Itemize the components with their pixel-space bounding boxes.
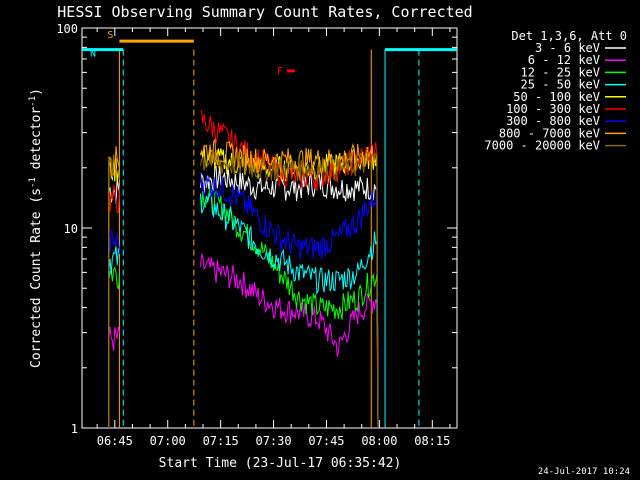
flag-label: N xyxy=(90,49,96,60)
series-trace xyxy=(108,138,379,429)
series-trace xyxy=(108,148,379,429)
legend-item-label: 25 - 50 keV xyxy=(521,78,600,92)
x-axis-label: Start Time (23-Jul-17 06:35:42) xyxy=(159,456,402,471)
x-tick-label: 07:45 xyxy=(308,434,344,448)
series-trace xyxy=(108,192,379,429)
timestamp: 24-Jul-2017 10:24 xyxy=(538,467,630,477)
y-axis-label: Corrected Count Rate (s-1 detector-1) xyxy=(28,88,44,368)
legend-item-label: 12 - 25 keV xyxy=(521,65,600,79)
x-tick-label: 07:30 xyxy=(255,434,291,448)
legend-header: Det 1,3,6, Att 0 xyxy=(511,29,627,43)
plot-area: SN F xyxy=(81,27,458,429)
legend-item-label: 6 - 12 keV xyxy=(528,53,600,67)
series-trace xyxy=(108,109,379,429)
legend-item-label: 100 - 300 keV xyxy=(506,102,600,116)
x-tick-label: 06:45 xyxy=(97,434,133,448)
flag-label: F xyxy=(277,66,283,77)
vline-layer xyxy=(118,49,420,428)
legend-item-label: 300 - 800 keV xyxy=(506,114,600,128)
legend-item-label: 800 - 7000 keV xyxy=(499,126,600,140)
y-tick-label: 1 xyxy=(71,422,78,436)
series-trace xyxy=(108,172,379,429)
series-trace xyxy=(108,252,379,429)
flag-label: S xyxy=(107,30,113,41)
y-tick-label: 10 xyxy=(64,222,78,236)
legend-item-label: 50 - 100 keV xyxy=(513,90,600,104)
x-tick-label: 08:00 xyxy=(361,434,397,448)
series-trace xyxy=(108,165,379,429)
y-axis: 1 10 100 xyxy=(56,22,457,436)
series-trace xyxy=(108,185,379,429)
y-tick-label: 100 xyxy=(56,22,78,36)
flag-layer: SN F xyxy=(82,30,457,77)
x-tick-label: 08:15 xyxy=(414,434,450,448)
x-axis: 06:45 07:00 07:15 07:30 07:45 08:00 08:15 xyxy=(96,28,451,448)
x-tick-label: 07:15 xyxy=(203,434,239,448)
x-tick-label: 07:00 xyxy=(150,434,186,448)
legend-item-label: 7000 - 20000 keV xyxy=(484,139,600,153)
legend-item-label: 3 - 6 keV xyxy=(535,41,600,55)
chart-title: HESSI Observing Summary Count Rates, Cor… xyxy=(57,3,472,21)
series-layer xyxy=(108,109,379,429)
